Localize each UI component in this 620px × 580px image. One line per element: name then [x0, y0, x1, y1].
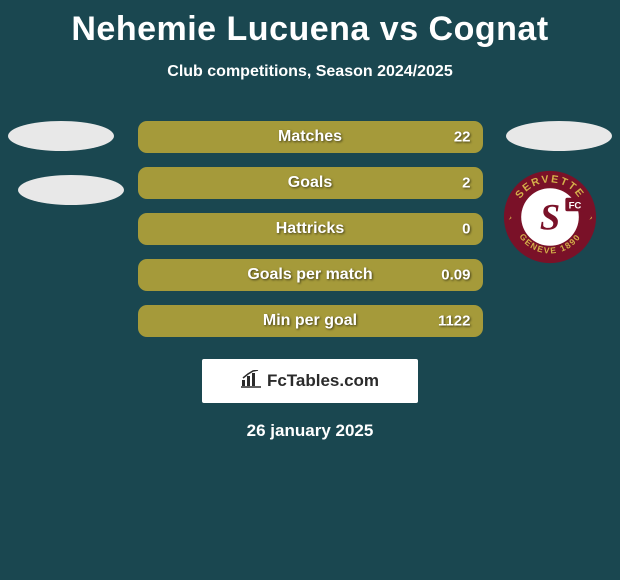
stat-right-value: 22 — [454, 129, 471, 146]
stat-bar: Hattricks 0 — [138, 213, 483, 245]
stat-bar: Min per goal 1122 — [138, 305, 483, 337]
stat-label: Matches — [278, 128, 342, 146]
stat-label: Goals — [288, 174, 332, 192]
stat-label: Min per goal — [263, 312, 357, 330]
fctables-attribution: FcTables.com — [202, 359, 418, 403]
stat-bars: Matches 22 Goals 2 Hattricks 0 Goals per… — [138, 121, 483, 337]
stat-right-value: 0 — [462, 221, 470, 238]
comparison-stage: SERVETTE GENEVE 1890 S FC Matches 22 Goa… — [0, 121, 620, 337]
stat-bar: Goals per match 0.09 — [138, 259, 483, 291]
fctables-label: FcTables.com — [267, 371, 379, 391]
page-title: Nehemie Lucuena vs Cognat — [0, 0, 620, 49]
left-player-photo-placeholder-1 — [8, 121, 114, 151]
club-crest: SERVETTE GENEVE 1890 S FC — [502, 169, 598, 265]
stat-label: Goals per match — [247, 266, 372, 284]
stat-right-value: 0.09 — [441, 267, 470, 284]
stat-label: Hattricks — [276, 220, 344, 238]
stat-right-value: 2 — [462, 175, 470, 192]
stat-bar: Matches 22 — [138, 121, 483, 153]
snapshot-date: 26 january 2025 — [0, 421, 620, 441]
crest-fc-label: FC — [569, 200, 582, 211]
subtitle: Club competitions, Season 2024/2025 — [0, 63, 620, 81]
crest-s-letter: S — [540, 196, 560, 237]
chart-icon — [241, 370, 261, 393]
stat-right-value: 1122 — [438, 313, 471, 330]
left-player-photo-placeholder-2 — [18, 175, 124, 205]
right-player-photo-placeholder — [506, 121, 612, 151]
stat-bar: Goals 2 — [138, 167, 483, 199]
